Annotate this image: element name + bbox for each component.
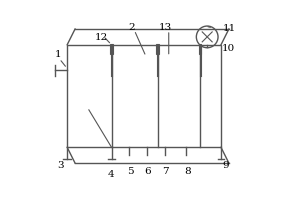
Text: 2: 2 [128, 23, 135, 32]
Text: 9: 9 [223, 161, 229, 170]
Text: 8: 8 [184, 166, 191, 176]
Bar [199, 44, 201, 54]
Text: 13: 13 [159, 23, 172, 32]
Text: 12: 12 [94, 33, 108, 42]
Bar [110, 44, 113, 54]
Text: 10: 10 [222, 44, 235, 53]
Text: 5: 5 [127, 166, 134, 176]
Text: 7: 7 [163, 166, 169, 176]
Text: 4: 4 [107, 170, 114, 179]
Text: 11: 11 [223, 24, 236, 33]
Bar [67, 45, 221, 147]
Text: 3: 3 [58, 161, 64, 170]
Bar [156, 44, 159, 54]
Text: 1: 1 [55, 50, 62, 59]
Text: 6: 6 [145, 166, 151, 176]
